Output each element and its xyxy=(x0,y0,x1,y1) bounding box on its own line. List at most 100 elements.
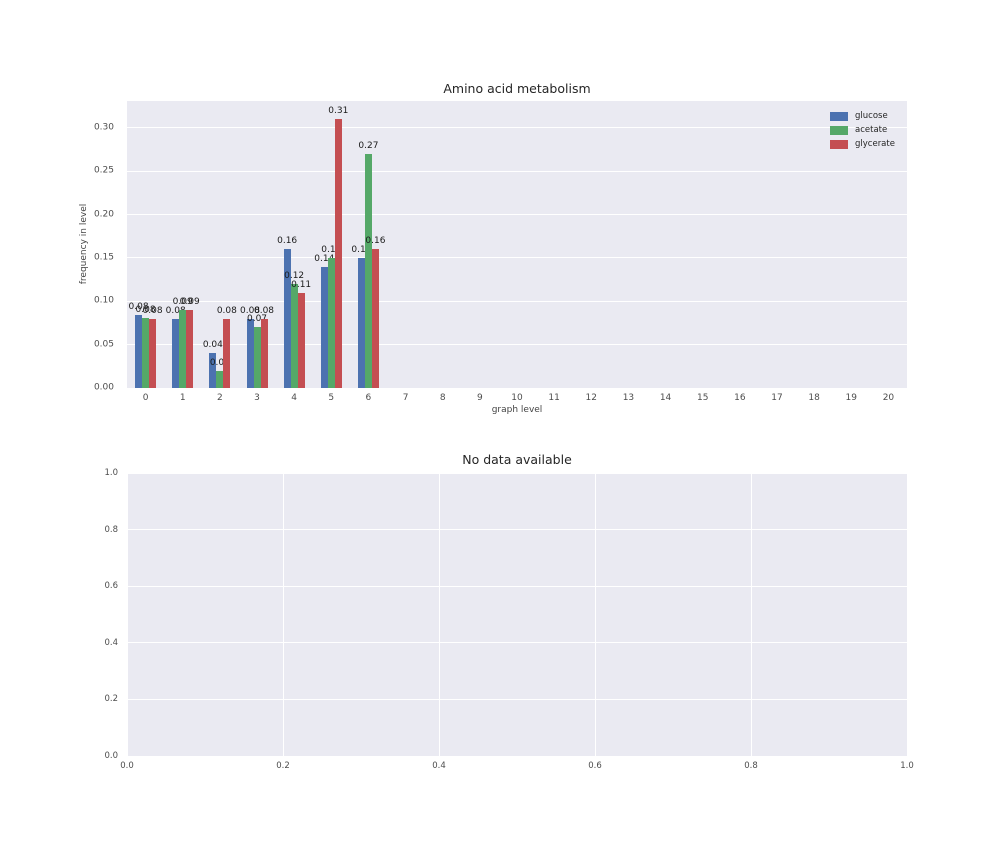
x-tick-label: 2 xyxy=(216,393,223,403)
bar-glycerate xyxy=(297,292,305,388)
bar-value-label: 0.09 xyxy=(179,296,200,307)
legend-label: glycerate xyxy=(855,139,895,150)
x-tick-label: 16 xyxy=(734,393,746,403)
bar-glycerate xyxy=(260,318,268,388)
x-tick-label: 0 xyxy=(142,393,149,403)
y-tick-label: 0.4 xyxy=(104,637,118,648)
bar-glucose xyxy=(135,315,143,388)
bar-acetate xyxy=(179,309,187,388)
chart-2-plot-area xyxy=(127,473,907,756)
bar-glycerate xyxy=(223,318,231,388)
x-tick-label: 1.0 xyxy=(900,761,914,771)
y-tick-label: 0.20 xyxy=(93,209,114,220)
legend-swatch-glycerate xyxy=(830,139,848,149)
x-tick-label: 8 xyxy=(439,393,446,403)
bar-glucose xyxy=(357,257,365,388)
x-tick-label: 15 xyxy=(696,393,709,403)
bar-value-label: 0.08 xyxy=(165,305,186,316)
gridline xyxy=(127,472,907,474)
bar-acetate xyxy=(216,370,224,388)
bar-glucose xyxy=(283,249,291,388)
bar-value-label: 0.15 xyxy=(351,244,372,255)
y-tick-label: 0.6 xyxy=(104,580,118,591)
bar-value-label: 0.07 xyxy=(246,314,268,325)
gridline xyxy=(127,529,907,531)
bar-glycerate xyxy=(334,119,342,388)
x-tick-label: 20 xyxy=(882,393,895,403)
bar-value-label: 0.08 xyxy=(142,305,163,316)
x-tick-label: 11 xyxy=(548,393,560,403)
x-tick-label: 18 xyxy=(808,393,820,403)
chart-1-x-axis-label: graph level xyxy=(491,405,543,415)
gridline xyxy=(906,473,908,756)
x-tick-label: 10 xyxy=(511,393,523,403)
x-tick-label: 0.6 xyxy=(588,761,602,771)
x-tick-label: 19 xyxy=(845,393,858,403)
bar-glucose xyxy=(320,266,328,388)
y-tick-label: 0.15 xyxy=(93,252,114,263)
x-tick-label: 0.2 xyxy=(276,761,290,771)
chart-2-title: No data available xyxy=(462,452,572,467)
gridline xyxy=(127,698,907,700)
bar-acetate xyxy=(290,283,298,388)
gridline xyxy=(127,344,907,346)
bar-value-label: 0.31 xyxy=(328,106,349,117)
bar-glucose xyxy=(172,318,180,388)
x-tick-label: 13 xyxy=(622,393,635,403)
legend-swatch-glucose xyxy=(830,111,848,121)
gridline xyxy=(438,473,440,756)
bar-glycerate xyxy=(371,249,379,388)
gridline xyxy=(127,585,907,587)
bar-value-label: 0.12 xyxy=(284,270,305,281)
bar-value-label: 0.04 xyxy=(202,340,223,351)
y-tick-label: 0.2 xyxy=(104,694,118,705)
y-tick-label: 0.0 xyxy=(104,750,118,761)
bar-value-label: 0.08 xyxy=(216,305,237,316)
bar-value-label: 0.08 xyxy=(253,305,275,316)
y-tick-label: 0.05 xyxy=(93,339,114,350)
gridline xyxy=(127,755,907,757)
x-tick-label: 4 xyxy=(291,393,298,403)
bar-value-label: 0.27 xyxy=(358,140,379,151)
gridline xyxy=(282,473,284,756)
x-tick-label: 6 xyxy=(365,393,372,403)
y-tick-label: 0.10 xyxy=(93,295,114,306)
legend-label: acetate xyxy=(855,124,888,135)
gridline xyxy=(127,642,907,644)
x-tick-label: 9 xyxy=(476,393,483,403)
x-tick-label: 14 xyxy=(659,393,672,403)
gridline xyxy=(127,127,907,129)
bar-value-label: 0.16 xyxy=(365,236,386,247)
gridline xyxy=(127,214,907,216)
x-tick-label: 0.4 xyxy=(432,761,446,771)
x-tick-label: 12 xyxy=(585,393,598,403)
gridline xyxy=(127,170,907,172)
gridline xyxy=(750,473,752,756)
y-tick-label: 1.0 xyxy=(104,467,118,478)
x-tick-label: 5 xyxy=(328,393,335,403)
y-tick-label: 0.25 xyxy=(93,165,114,176)
bar-glucose xyxy=(209,353,217,388)
x-tick-label: 0.0 xyxy=(120,761,134,771)
legend-label: glucose xyxy=(855,110,888,121)
bar-value-label: 0.16 xyxy=(277,236,298,247)
bar-glucose xyxy=(246,318,254,388)
bar-value-label: 0.08 xyxy=(128,302,149,313)
bar-acetate xyxy=(364,153,372,388)
x-tick-label: 3 xyxy=(254,393,260,403)
x-tick-label: 7 xyxy=(402,393,409,403)
bar-value-label: 0.14 xyxy=(314,253,335,264)
bar-value-label: 0.08 xyxy=(239,305,261,316)
gridline xyxy=(594,473,596,756)
bar-value-label: 0.09 xyxy=(172,296,193,307)
bar-glycerate xyxy=(149,318,157,388)
gridline xyxy=(127,300,907,302)
x-tick-label: 0.8 xyxy=(744,761,758,771)
bar-value-label: 0.15 xyxy=(321,244,342,255)
x-tick-label: 1 xyxy=(179,393,186,403)
y-tick-label: 0.30 xyxy=(93,122,114,133)
gridline xyxy=(127,257,907,259)
gridline xyxy=(126,473,128,756)
gridline xyxy=(127,387,907,389)
